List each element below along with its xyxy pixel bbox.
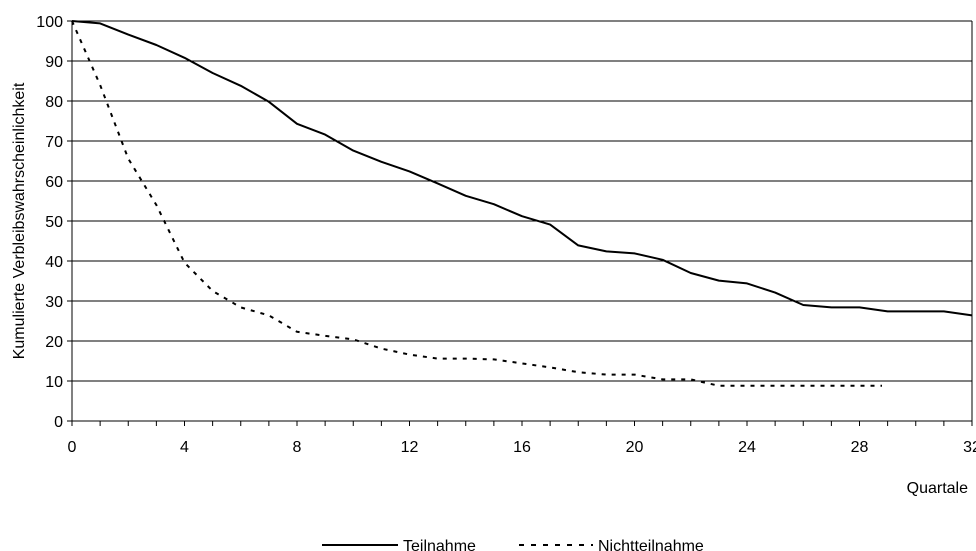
x-tick-label-0: 0 [68,439,77,456]
y-tick-label-70: 70 [45,134,63,151]
y-axis-label: Kumulierte Verbleibswahrscheinlichkeit [11,82,28,359]
y-tick-label-50: 50 [45,214,63,231]
y-tick-label-10: 10 [45,374,63,391]
x-axis-label: Quartale [907,480,968,497]
series-lines [71,20,973,387]
gridlines [72,20,972,382]
x-tick-label-16: 16 [513,439,531,456]
x-tick-label-24: 24 [738,439,756,456]
y-tick-label-30: 30 [45,294,63,311]
y-tick-label-80: 80 [45,94,63,111]
y-tick-label-40: 40 [45,254,63,271]
y-tick-label-100: 100 [36,14,63,31]
y-tick-label-90: 90 [45,54,63,71]
x-tick-label-12: 12 [401,439,419,456]
legend-label-nichtteilnahme: Nichtteilnahme [598,538,704,551]
y-tick-labels: 0 10 20 30 40 50 60 70 80 90 100 [36,14,63,431]
legend: Teilnahme Nichtteilnahme [322,538,704,551]
series-line-teilnahme [71,20,973,317]
legend-label-teilnahme: Teilnahme [403,538,476,551]
series-line-nichtteilnahme [71,20,882,387]
x-tick-labels: 0 4 8 12 16 20 24 28 32 [68,439,976,456]
x-tick-label-4: 4 [180,439,189,456]
x-tick-label-32: 32 [963,439,976,456]
x-tick-label-20: 20 [626,439,644,456]
axes [67,20,973,426]
y-tick-label-0: 0 [54,414,63,431]
x-tick-label-8: 8 [293,439,302,456]
y-tick-label-20: 20 [45,334,63,351]
x-tick-label-28: 28 [851,439,869,456]
y-tick-label-60: 60 [45,174,63,191]
